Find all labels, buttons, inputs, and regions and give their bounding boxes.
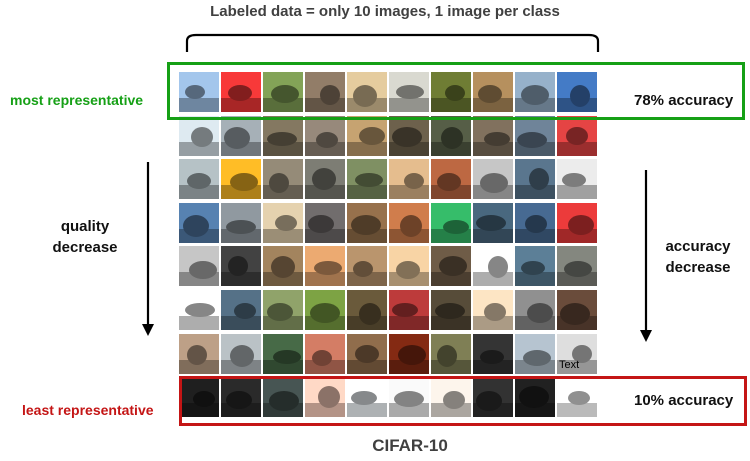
- thumbnail-image: [473, 115, 513, 156]
- thumbnail-image: [263, 72, 303, 112]
- thumbnail-image: [263, 246, 303, 287]
- thumbnail-image: [515, 115, 555, 156]
- least-representative-box: [179, 376, 747, 426]
- thumbnail-image: [179, 377, 219, 418]
- thumbnail-image: [305, 202, 345, 243]
- most-representative-box: [167, 62, 745, 120]
- thumbnail-image: [221, 246, 261, 287]
- thumbnail-image: [347, 333, 387, 374]
- thumbnail-image: [263, 333, 303, 374]
- thumbnail-image: [515, 377, 555, 418]
- thumbnail-image: [473, 202, 513, 243]
- thumbnail-image: [347, 115, 387, 156]
- thumbnail-image: Text: [557, 333, 597, 374]
- cifar10-image-grid: Text: [179, 72, 597, 418]
- thumbnail-image: [179, 115, 219, 156]
- dataset-caption: CIFAR-10: [372, 436, 448, 455]
- thumbnail-image: [431, 289, 471, 330]
- thumbnail-image: [179, 289, 219, 330]
- thumbnail-image: [389, 72, 429, 112]
- thumbnail-image: [221, 377, 261, 418]
- most-representative-label: most representative: [10, 92, 144, 108]
- thumbnail-image: [263, 377, 303, 418]
- thumbnail-image: [305, 72, 345, 112]
- thumbnail-image: [473, 246, 513, 287]
- thumbnail-image: [221, 159, 261, 200]
- thumbnail-image: [431, 159, 471, 200]
- thumbnail-image: [221, 333, 261, 374]
- thumbnail-image: [431, 72, 471, 112]
- thumbnail-image: [221, 72, 261, 112]
- thumbnail-text: Text: [559, 358, 580, 371]
- thumbnail-image: [263, 115, 303, 156]
- thumbnail-image: [263, 159, 303, 200]
- top-accuracy-label: 78% accuracy: [634, 92, 734, 109]
- thumbnail-image: [557, 289, 597, 330]
- accuracy-decrease-arrow-icon: [640, 170, 652, 342]
- accuracy-decrease-label: accuracy decrease: [665, 238, 731, 276]
- thumbnail-image: [473, 377, 513, 418]
- thumbnail-image: [431, 202, 471, 243]
- thumbnail-image: [557, 159, 597, 200]
- thumbnail-image: [305, 289, 345, 330]
- thumbnail-image: [347, 72, 387, 112]
- thumbnail-image: [389, 202, 429, 243]
- thumbnail-image: [431, 115, 471, 156]
- thumbnail-image: [347, 289, 387, 330]
- thumbnail-image: [431, 246, 471, 287]
- quality-decrease-label: quality decrease: [52, 218, 118, 256]
- thumbnail-image: [263, 202, 303, 243]
- thumbnail-image: [221, 115, 261, 156]
- thumbnail-image: [389, 246, 429, 287]
- bottom-accuracy-label: 10% accuracy: [634, 392, 734, 409]
- thumbnail-image: [305, 246, 345, 287]
- thumbnail-image: [347, 377, 387, 418]
- thumbnail-image: [515, 72, 555, 112]
- thumbnail-image: [347, 246, 387, 287]
- thumbnail-image: [347, 202, 387, 243]
- labeled-data-caption: Labeled data = only 10 images, 1 image p…: [210, 3, 560, 20]
- thumbnail-image: [347, 159, 387, 200]
- thumbnail-image: [221, 202, 261, 243]
- thumbnail-image: [389, 333, 429, 374]
- thumbnail-image: [305, 115, 345, 156]
- thumbnail-image: [515, 159, 555, 200]
- thumbnail-image: [557, 377, 597, 418]
- thumbnail-image: [473, 72, 513, 112]
- thumbnail-image: [473, 159, 513, 200]
- thumbnail-image: [179, 246, 219, 287]
- thumbnail-image: [389, 115, 429, 156]
- thumbnail-image: [515, 333, 555, 374]
- thumbnail-image: [179, 202, 219, 243]
- quality-decrease-arrow-icon: [142, 162, 154, 336]
- thumbnail-image: [473, 333, 513, 374]
- thumbnail-image: [389, 377, 429, 418]
- thumbnail-image: [515, 202, 555, 243]
- thumbnail-image: [389, 159, 429, 200]
- thumbnail-image: [305, 159, 345, 200]
- thumbnail-image: [389, 289, 429, 330]
- curly-brace-icon: [185, 33, 600, 52]
- thumbnail-image: [431, 377, 471, 418]
- least-representative-label: least representative: [22, 402, 154, 418]
- thumbnail-image: [263, 289, 303, 330]
- thumbnail-image: [557, 115, 597, 156]
- thumbnail-image: [557, 246, 597, 287]
- thumbnail-image: [179, 159, 219, 200]
- thumbnail-image: [515, 289, 555, 330]
- thumbnail-image: [515, 246, 555, 287]
- thumbnail-image: [179, 72, 219, 112]
- thumbnail-image: [431, 333, 471, 374]
- thumbnail-image: [305, 377, 345, 418]
- thumbnail-image: [221, 289, 261, 330]
- thumbnail-image: [305, 333, 345, 374]
- thumbnail-image: [179, 333, 219, 374]
- thumbnail-image: [473, 289, 513, 330]
- thumbnail-image: [557, 202, 597, 243]
- thumbnail-image: [557, 72, 597, 112]
